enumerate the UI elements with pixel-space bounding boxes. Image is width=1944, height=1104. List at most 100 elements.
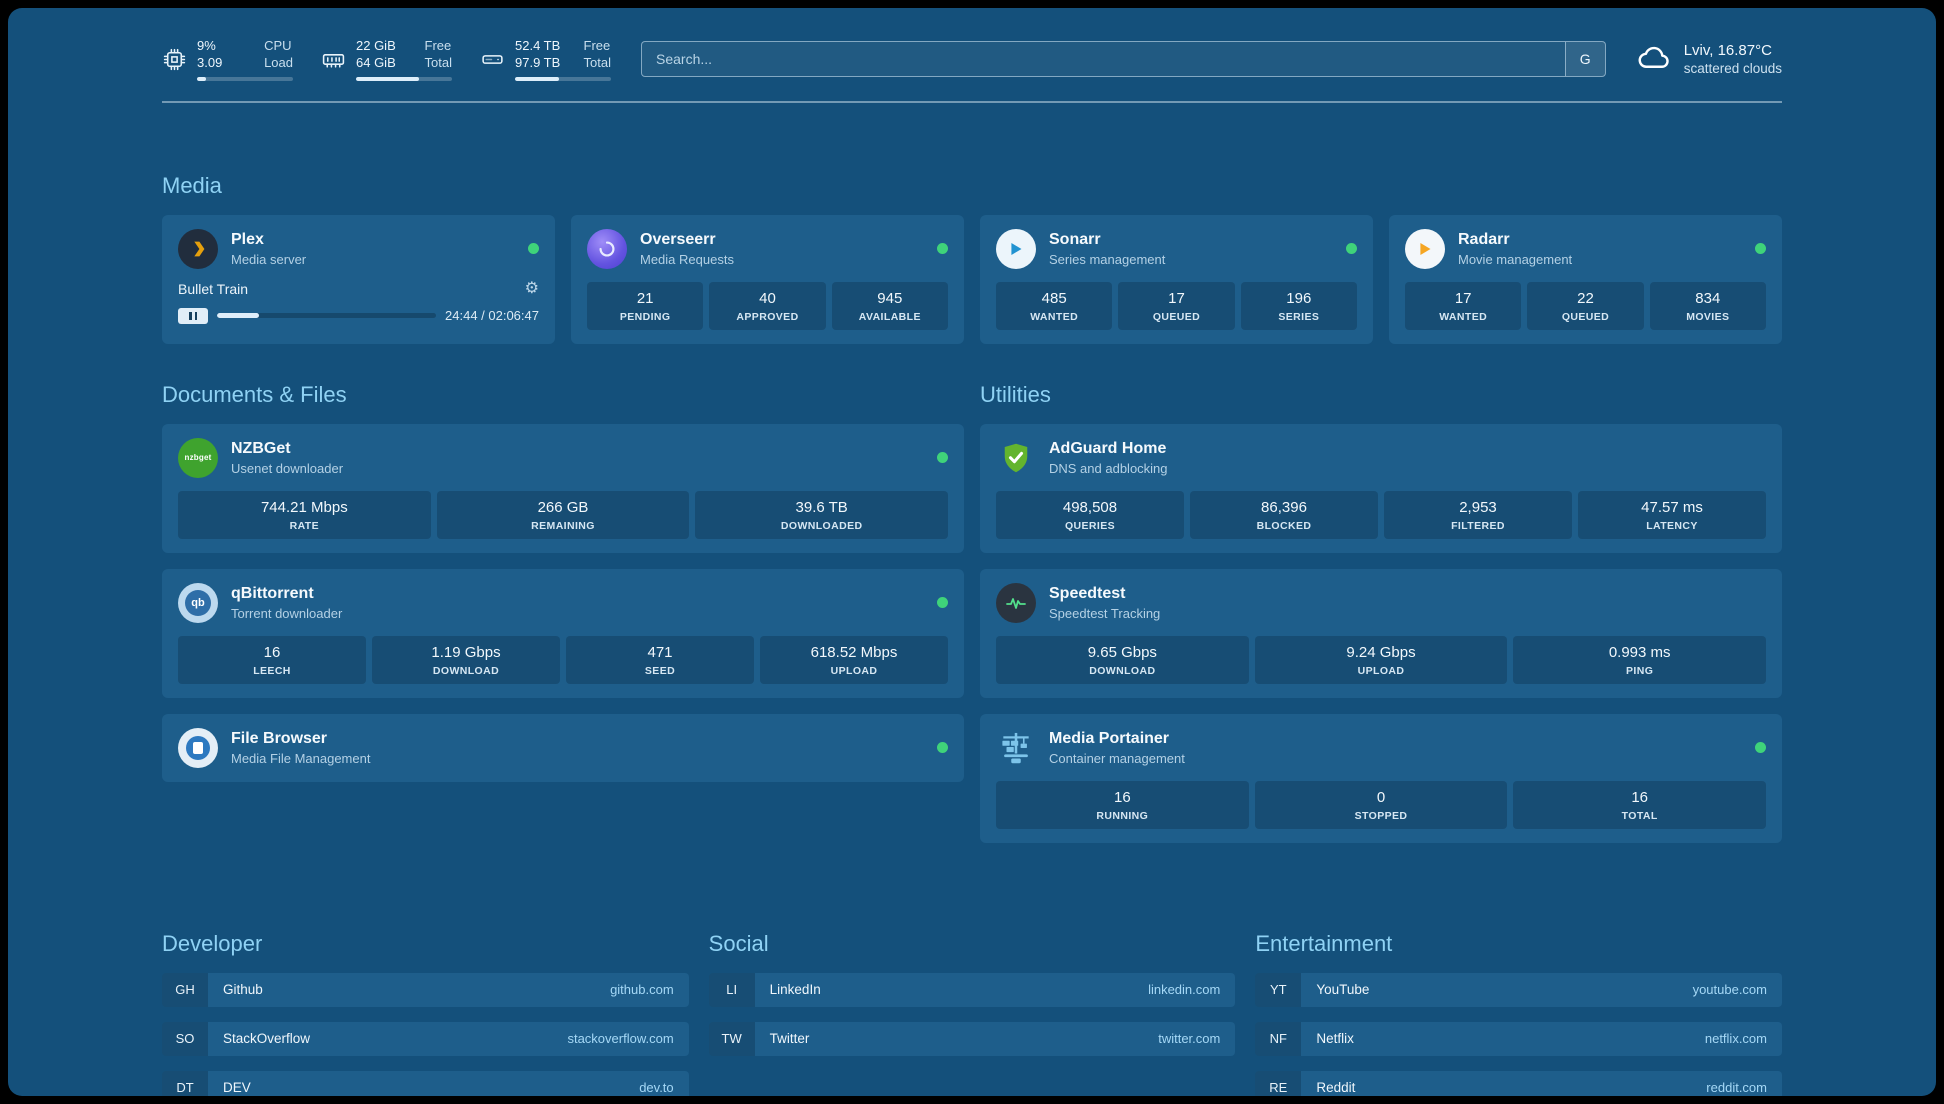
bookmark-github[interactable]: GH Github github.com	[162, 972, 689, 1007]
search-input[interactable]	[642, 42, 1565, 77]
stat-tile: 485 WANTED	[996, 281, 1113, 330]
stat-value: 21	[636, 289, 654, 307]
app-subtitle: Series management	[1049, 251, 1166, 267]
app-card-speedtest[interactable]: Speedtest Speedtest Tracking 9.65 Gbps D…	[980, 568, 1782, 698]
stat-value: 2,953	[1459, 498, 1497, 516]
stat-label: TOTAL	[1621, 809, 1658, 822]
stat-label: PING	[1626, 664, 1654, 677]
ram-total-value: 64 GiB	[356, 54, 396, 70]
stat-tile: 16 TOTAL	[1513, 780, 1767, 829]
filebrowser-icon	[178, 727, 218, 768]
disk-total-label: Total	[583, 54, 611, 70]
top-bar: 9% 3.09 CPU Load	[162, 8, 1782, 81]
status-dot	[937, 452, 948, 464]
section-title-developer: Developer	[162, 930, 263, 956]
bookmark-abbr: LI	[708, 972, 755, 1007]
stat-label: WANTED	[1439, 310, 1488, 323]
bookmark-youtube[interactable]: YT YouTube youtube.com	[1255, 972, 1782, 1007]
stat-label: RATE	[289, 519, 320, 532]
section-title-documents: Documents & Files	[162, 381, 347, 407]
bookmark-stackoverflow[interactable]: SO StackOverflow stackoverflow.com	[162, 1021, 689, 1056]
weather-widget[interactable]: Lviv, 16.87°C scattered clouds	[1636, 39, 1782, 80]
bookmark-url: dev.to	[639, 1080, 674, 1096]
stat-tile: 21 PENDING	[587, 281, 704, 330]
app-card-filebrowser[interactable]: File Browser Media File Management	[162, 713, 964, 782]
stat-tile: 498,508 QUERIES	[996, 490, 1184, 539]
app-name: Speedtest	[1049, 584, 1126, 602]
app-subtitle: Movie management	[1458, 251, 1573, 267]
ram-widget: 22 GiB 64 GiB Free Total	[321, 38, 452, 81]
cpu-icon	[162, 47, 187, 72]
app-subtitle: Container management	[1049, 750, 1185, 766]
app-subtitle: DNS and adblocking	[1049, 460, 1168, 476]
app-name: Media Portainer	[1049, 729, 1170, 747]
stat-value: 1.19 Gbps	[431, 643, 501, 661]
stat-label: QUEUED	[1152, 310, 1201, 323]
stat-tile: 196 SERIES	[1240, 281, 1357, 330]
stat-value: 834	[1695, 289, 1721, 307]
bookmark-name: Reddit	[1316, 1080, 1356, 1096]
memory-icon	[321, 47, 346, 72]
app-card-nzbget[interactable]: nzbget NZBGet Usenet downloader 744.21 M…	[162, 423, 964, 553]
disk-progress-bar	[515, 76, 611, 81]
playback-progress-bar[interactable]	[217, 313, 437, 319]
app-name: Sonarr	[1049, 230, 1101, 248]
status-dot	[528, 243, 539, 255]
app-name: Plex	[231, 230, 264, 248]
app-card-overseerr[interactable]: Overseerr Media Requests 21 PENDING 40 A…	[571, 214, 964, 344]
app-card-sonarr[interactable]: Sonarr Series management 485 WANTED 17 Q…	[980, 214, 1373, 344]
bookmark-url: stackoverflow.com	[567, 1031, 674, 1047]
cpu-usage-value: 9%	[197, 38, 216, 53]
disk-free-value: 52.4 TB	[515, 38, 561, 53]
app-subtitle: Media Requests	[640, 251, 734, 267]
stat-label: AVAILABLE	[858, 310, 921, 323]
bookmark-abbr: TW	[708, 1021, 755, 1056]
status-dot	[937, 597, 948, 609]
now-playing-title: Bullet Train	[178, 280, 249, 297]
stat-value: 618.52 Mbps	[810, 643, 898, 661]
app-card-adguard[interactable]: AdGuard Home DNS and adblocking 498,508 …	[980, 423, 1782, 553]
app-name: Overseerr	[640, 230, 716, 248]
stat-label: DOWNLOADED	[780, 519, 863, 532]
bookmark-url: youtube.com	[1692, 982, 1767, 998]
stat-label: MOVIES	[1686, 310, 1730, 323]
app-card-plex[interactable]: Plex Media server Bullet Train ⚙	[162, 214, 555, 344]
stat-tile: 9.24 Gbps UPLOAD	[1254, 635, 1508, 684]
cpu-label: CPU	[264, 38, 292, 53]
app-name: AdGuard Home	[1049, 439, 1167, 457]
plex-now-playing: Bullet Train ⚙ 24:44 / 02:06:47	[178, 279, 539, 324]
section-title-media: Media	[162, 172, 222, 198]
app-subtitle: Media server	[231, 251, 307, 267]
stat-label: DOWNLOAD	[432, 664, 500, 677]
settings-gear-icon[interactable]: ⚙	[524, 279, 539, 297]
stat-tile: 618.52 Mbps UPLOAD	[760, 635, 948, 684]
pause-button[interactable]	[178, 307, 208, 324]
bookmark-linkedin[interactable]: LI LinkedIn linkedin.com	[708, 972, 1236, 1007]
bookmark-url: reddit.com	[1706, 1080, 1767, 1096]
bookmark-abbr: NF	[1255, 1021, 1302, 1056]
sonarr-icon	[996, 228, 1036, 269]
bookmark-name: Twitter	[769, 1031, 810, 1047]
dashboard-root: 9% 3.09 CPU Load	[8, 8, 1936, 1096]
bookmark-name: Netflix	[1316, 1031, 1354, 1047]
bookmark-name: DEV	[223, 1080, 251, 1096]
bookmark-name: YouTube	[1316, 982, 1370, 998]
bookmark-group-developer: Developer GH Github github.com SO StackO…	[162, 931, 689, 1096]
bookmark-dev[interactable]: DT DEV dev.to	[162, 1070, 689, 1096]
bookmark-reddit[interactable]: RE Reddit reddit.com	[1255, 1070, 1782, 1096]
app-card-qbittorrent[interactable]: qb qBittorrent Torrent downloader 16 LEE…	[162, 568, 964, 698]
stat-value: 9.24 Gbps	[1346, 643, 1416, 661]
stat-value: 9.65 Gbps	[1087, 643, 1157, 661]
stat-tile: 17 WANTED	[1405, 281, 1522, 330]
stat-value: 39.6 TB	[795, 498, 848, 516]
section-title-social: Social	[708, 930, 769, 956]
bookmark-url: twitter.com	[1158, 1031, 1221, 1047]
bookmark-netflix[interactable]: NF Netflix netflix.com	[1255, 1021, 1782, 1056]
bookmark-abbr: YT	[1255, 972, 1302, 1007]
app-card-portainer[interactable]: Media Portainer Container management 16 …	[980, 713, 1782, 843]
stat-label: RUNNING	[1096, 809, 1149, 822]
stat-tile: 39.6 TB DOWNLOADED	[695, 490, 949, 539]
search-provider-button[interactable]: G	[1564, 42, 1605, 77]
bookmark-twitter[interactable]: TW Twitter twitter.com	[708, 1021, 1236, 1056]
app-card-radarr[interactable]: Radarr Movie management 17 WANTED 22 QUE…	[1389, 214, 1782, 344]
